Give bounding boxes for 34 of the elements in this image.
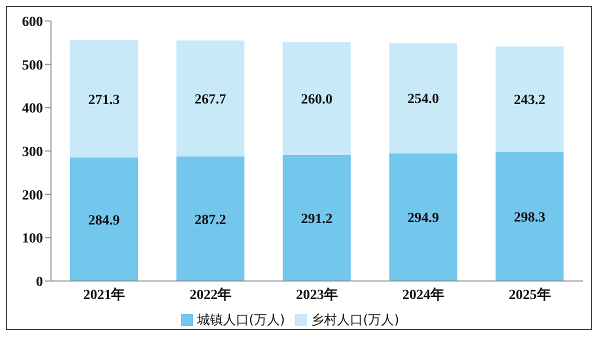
data-label: 287.2 [194,212,226,228]
data-label: 271.3 [88,92,120,108]
bar [176,156,244,281]
bar [176,40,244,157]
bar [282,154,351,281]
data-label: 298.3 [514,210,546,226]
x-tick-label: 2022年 [190,286,232,303]
data-label: 243.2 [514,93,546,108]
data-label: 291.2 [301,212,333,227]
bar [496,152,564,281]
y-tick-label: 200 [22,188,43,204]
data-label: 254.0 [407,92,439,108]
y-tick-label: 300 [22,144,43,160]
x-tick-label: 2021年 [83,286,126,303]
data-label: 284.9 [88,213,120,228]
y-tick-label: 0 [36,274,43,290]
bar [389,153,458,281]
bar [70,40,138,158]
data-label: 267.7 [194,92,226,108]
legend-label: 乡村人口(万人) [311,313,400,328]
y-tick-label: 100 [22,232,43,247]
bar [282,42,351,155]
y-tick-label: 400 [22,102,43,117]
bar [496,46,564,152]
x-tick-label: 2025年 [508,286,551,303]
bar [70,158,138,281]
data-label: 294.9 [407,211,439,226]
y-tick-label: 500 [22,58,43,74]
data-label: 260.0 [301,92,333,108]
bar [389,43,458,154]
y-tick-label: 600 [22,14,43,30]
legend-label: 城镇人口(万人) [196,313,285,328]
x-tick-label: 2023年 [296,286,338,303]
x-tick-label: 2024年 [402,286,444,303]
